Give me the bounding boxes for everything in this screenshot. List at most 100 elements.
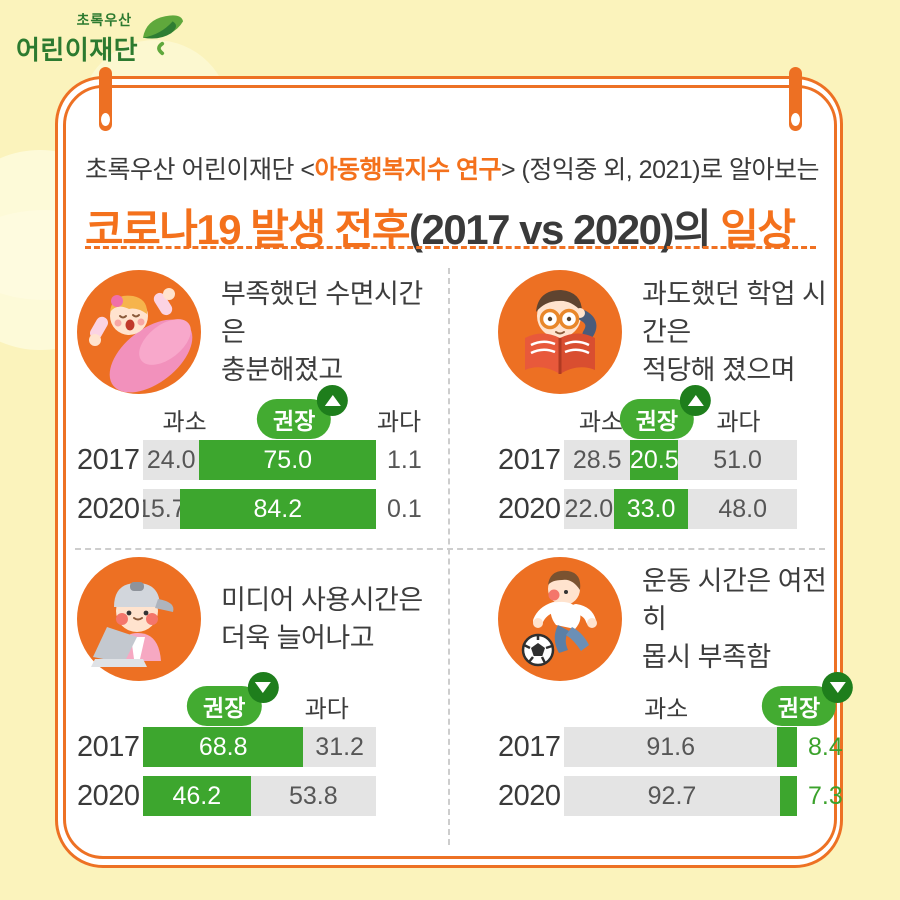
bar-row-2017: 2017 24.0 75.0 1.1	[77, 440, 425, 480]
panel-top: 과도했던 학업 시간은 적당해 졌으며	[498, 270, 846, 394]
recommended-pill: 권장	[761, 672, 854, 726]
bar-segment-과소: 15.7	[143, 489, 180, 529]
recommended-pill-label: 권장	[272, 408, 316, 434]
triangle-up-glyph	[687, 395, 704, 406]
chart-legend: 과소 권장 과다	[145, 385, 421, 440]
bar-segment-과소: 28.5	[564, 440, 631, 480]
page-title: 코로나19 발생 전후(2017 vs 2020)의 일상	[85, 196, 815, 257]
brand-logo: 초록우산 어린이재단	[16, 10, 186, 67]
legend-label: 과다	[304, 696, 349, 723]
reading-child-icon	[498, 270, 622, 394]
outside-value: 1.1	[387, 445, 422, 474]
panel-top: 부족했던 수면시간은 충분해졌고	[77, 270, 425, 394]
bar-segment-과다: 53.8	[250, 776, 376, 816]
bar-segment-권장: 68.8	[143, 727, 304, 767]
stacked-bar: 46.2 53.8	[143, 776, 376, 816]
panels-grid: 부족했던 수면시간은 충분해졌고 과소 권장 과다 2017 24.0 75.0 1.1 2020…	[77, 270, 854, 817]
title-highlight-1: 코로나19 발생 전후	[85, 206, 411, 253]
brand-name-bottom: 어린이재단	[16, 35, 139, 65]
bar-segment-과다: 51.0	[678, 440, 797, 480]
stacked-bar: 68.8 31.2	[143, 727, 376, 767]
trend-down-icon	[247, 672, 279, 703]
chart-legend: 과소 권장 과다	[566, 385, 799, 440]
panel-caption: 운동 시간은 여전히 몹시 부족함	[642, 565, 827, 673]
stacked-bar: 28.5 20.5 51.0	[564, 440, 797, 480]
triangle-up-glyph	[324, 395, 341, 406]
legend-label: 과소	[644, 696, 689, 723]
bar-segment-과소: 22.0	[564, 489, 614, 529]
stacked-bar: 15.7 84.2	[143, 489, 376, 529]
panel-sleep: 부족했던 수면시간은 충분해졌고 과소 권장 과다 2017 24.0 75.0 1.1 2020…	[77, 270, 425, 530]
trend-up-icon	[680, 385, 712, 416]
bar-segment-권장: 75.0	[199, 440, 376, 480]
panel-chart: 과소 권장 과다 2017 24.0 75.0 1.1 2020 15.7 84.2 0.1	[77, 385, 425, 529]
recommended-pill-label: 권장	[777, 695, 821, 721]
header-dashed-divider	[85, 246, 816, 249]
bar-row-2020: 2020 15.7 84.2 0.1	[77, 489, 425, 529]
bar-row-2017: 2017 28.5 20.5 51.0	[498, 440, 846, 480]
legend-label: 과다	[716, 409, 761, 436]
panel-chart: 권장 과다 2017 68.8 31.2 2020 46.2 53.8	[77, 672, 425, 816]
subtitle-highlight: 아동행복지수 연구	[314, 156, 502, 184]
chart-legend: 과소 권장	[566, 672, 854, 727]
title-highlight-2: 일상	[720, 206, 796, 253]
brand-logo-text: 초록우산 어린이재단	[16, 10, 138, 67]
panel-caption: 부족했던 수면시간은 충분해졌고	[221, 278, 423, 386]
recommended-pill: 권장	[256, 385, 349, 439]
year-label: 2020	[77, 492, 140, 525]
year-label: 2020	[498, 779, 561, 812]
panel-caption: 미디어 사용시간은 더욱 늘어나고	[221, 584, 423, 653]
panel-caption: 과도했던 학업 시간은 적당해 졌으며	[642, 278, 827, 386]
stacked-bar: 91.6	[564, 727, 797, 767]
legend-label: 과소	[162, 409, 207, 436]
stacked-bar: 92.7	[564, 776, 797, 816]
triangle-down-glyph	[254, 682, 271, 693]
stacked-bar: 24.0 75.0	[143, 440, 376, 480]
bar-segment-권장: 33.0	[613, 489, 689, 529]
bar-row-2017: 2017 91.6 8.4	[498, 727, 846, 767]
bar-segment-권장	[779, 776, 797, 816]
sleeping-child-icon	[77, 270, 201, 394]
panel-top: 운동 시간은 여전히 몹시 부족함	[498, 557, 846, 681]
bar-segment-권장: 20.5	[630, 440, 679, 480]
pin-left-icon	[99, 67, 112, 131]
bar-segment-권장: 46.2	[143, 776, 251, 816]
bar-row-2020: 2020 46.2 53.8	[77, 776, 425, 816]
year-label: 2017	[498, 443, 561, 476]
trend-down-icon	[822, 672, 854, 703]
year-label: 2017	[498, 730, 561, 763]
bar-segment-과다: 48.0	[688, 489, 797, 529]
legend-label: 과소	[578, 409, 624, 436]
brand-name-top: 초록우산	[76, 12, 133, 28]
bar-row-2020: 2020 22.0 33.0 48.0	[498, 489, 846, 529]
outside-value: 8.4	[808, 732, 843, 761]
horizontal-dashed-divider	[75, 548, 825, 550]
outside-value: 0.1	[387, 494, 422, 523]
year-label: 2017	[77, 730, 140, 763]
chart-legend: 권장 과다	[145, 672, 378, 727]
panel-chart: 과소 권장 과다 2017 28.5 20.5 51.0 2020 22.0 33.0 48.0	[498, 385, 846, 529]
green-umbrella-leaf-icon	[140, 12, 186, 61]
pin-right-icon	[789, 67, 802, 131]
bar-row-2020: 2020 92.7 7.3	[498, 776, 846, 816]
panel-chart: 과소 권장 2017 91.6 8.4 2020 92.7 7.3	[498, 672, 854, 816]
subtitle: 초록우산 어린이재단 <아동행복지수 연구> (정익중 외, 2021)로 알아…	[85, 150, 820, 186]
triangle-down-glyph	[829, 682, 846, 693]
bar-segment-과소: 91.6	[564, 727, 778, 767]
vertical-dashed-divider	[448, 268, 450, 845]
recommended-pill: 권장	[619, 385, 712, 439]
recommended-pill-label: 권장	[635, 408, 679, 434]
year-label: 2017	[77, 443, 140, 476]
laptop-child-icon	[77, 557, 201, 681]
outside-value: 7.3	[808, 781, 843, 810]
panel-top: 미디어 사용시간은 더욱 늘어나고	[77, 557, 425, 681]
bar-segment-과다: 31.2	[303, 727, 376, 767]
subtitle-suffix: > (정익중 외, 2021)로 알아보는	[500, 156, 820, 184]
bar-segment-과소: 24.0	[143, 440, 200, 480]
bar-segment-권장	[777, 727, 797, 767]
bar-row-2017: 2017 68.8 31.2	[77, 727, 425, 767]
